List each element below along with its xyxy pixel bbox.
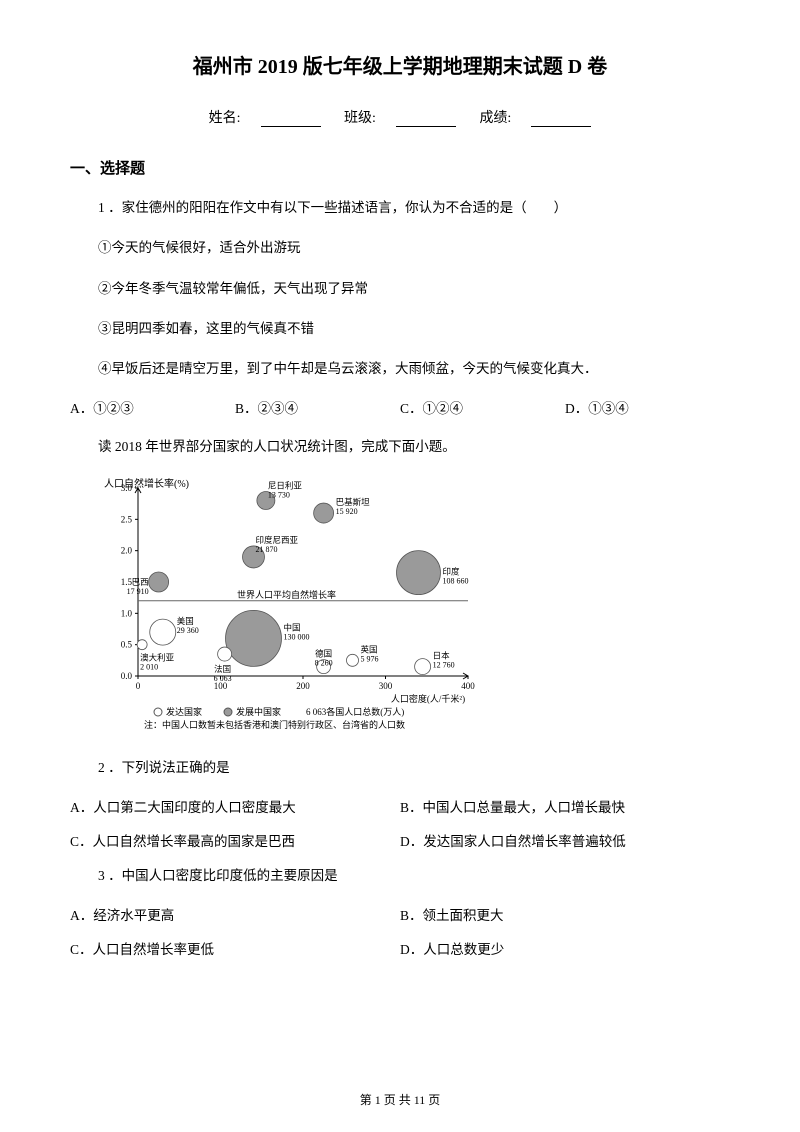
q3-optA: A．经济水平更高 xyxy=(70,904,400,924)
svg-text:130 000: 130 000 xyxy=(284,632,310,641)
q3-optC: C．人口自然增长率更低 xyxy=(70,938,400,958)
q2-optA: A．人口第二大国印度的人口密度最大 xyxy=(70,796,400,816)
population-chart: 人口自然增长率(%)0.00.51.01.52.02.53.0010020030… xyxy=(98,476,478,736)
page-title: 福州市 2019 版七年级上学期地理期末试题 D 卷 xyxy=(70,50,730,79)
name-label: 姓名: xyxy=(209,111,241,126)
svg-text:29 360: 29 360 xyxy=(177,626,199,635)
q1-optD: D．①③④ xyxy=(565,397,730,417)
q2-optD: D．发达国家人口自然增长率普遍较低 xyxy=(400,830,730,850)
svg-text:2.5: 2.5 xyxy=(121,514,133,524)
svg-text:108 660: 108 660 xyxy=(443,576,469,585)
svg-text:印度: 印度 xyxy=(443,566,461,576)
svg-text:澳大利亚: 澳大利亚 xyxy=(140,652,175,662)
svg-text:12 760: 12 760 xyxy=(433,660,455,669)
page-footer: 第 1 页 共 11 页 xyxy=(0,1091,800,1108)
svg-text:3.0: 3.0 xyxy=(121,483,133,493)
svg-text:世界人口平均自然增长率: 世界人口平均自然增长率 xyxy=(237,589,336,600)
q3-optD: D．人口总数更少 xyxy=(400,938,730,958)
q2-optC: C．人口自然增长率最高的国家是巴西 xyxy=(70,830,400,850)
svg-text:300: 300 xyxy=(379,681,393,691)
class-label: 班级: xyxy=(344,111,376,126)
student-info-row: 姓名: 班级: 成绩: xyxy=(70,107,730,127)
svg-text:巴西: 巴西 xyxy=(132,577,149,587)
svg-text:0.5: 0.5 xyxy=(121,639,133,649)
svg-text:法国: 法国 xyxy=(214,664,231,674)
svg-text:5 976: 5 976 xyxy=(361,654,379,663)
svg-text:人口密度(人/千米²): 人口密度(人/千米²) xyxy=(391,693,465,704)
chart-svg: 人口自然增长率(%)0.00.51.01.52.02.53.0010020030… xyxy=(98,476,478,736)
q2-options-row1: A．人口第二大国印度的人口密度最大 B．中国人口总量最大，人口增长最快 xyxy=(70,796,730,816)
q1-line3: ③昆明四季如春，这里的气候真不错 xyxy=(70,317,730,341)
q2-optB: B．中国人口总量最大，人口增长最快 xyxy=(400,796,730,816)
q2-stem: 2 ．下列说法正确的是 xyxy=(70,756,730,780)
svg-text:美国: 美国 xyxy=(177,616,194,626)
svg-text:发达国家: 发达国家 xyxy=(166,706,202,717)
q1-optA: A．①②③ xyxy=(70,397,235,417)
svg-text:注：中国人口数暂未包括香港和澳门特别行政区、台湾省的人口数: 注：中国人口数暂未包括香港和澳门特别行政区、台湾省的人口数 xyxy=(144,719,405,730)
svg-text:8 260: 8 260 xyxy=(315,658,333,667)
chart-intro: 读 2018 年世界部分国家的人口状况统计图，完成下面小题。 xyxy=(70,435,730,459)
svg-text:2 010: 2 010 xyxy=(140,662,158,671)
svg-text:日本: 日本 xyxy=(433,650,451,660)
name-blank xyxy=(261,113,321,127)
svg-text:1.0: 1.0 xyxy=(121,608,133,618)
svg-text:400: 400 xyxy=(461,681,475,691)
svg-text:2.0: 2.0 xyxy=(121,545,133,555)
svg-text:英国: 英国 xyxy=(361,644,378,654)
svg-text:200: 200 xyxy=(296,681,310,691)
svg-text:13 730: 13 730 xyxy=(268,490,290,499)
q1-stem: 1 ．家住德州的阳阳在作文中有以下一些描述语言，你认为不合适的是（ ） xyxy=(70,196,730,220)
svg-text:印度尼西亚: 印度尼西亚 xyxy=(256,535,299,545)
svg-text:德国: 德国 xyxy=(315,648,332,658)
svg-text:6 063各国人口总数(万人): 6 063各国人口总数(万人) xyxy=(306,706,404,717)
section-header: 一、选择题 xyxy=(70,157,730,178)
q1-optB: B．②③④ xyxy=(235,397,400,417)
svg-text:发展中国家: 发展中国家 xyxy=(236,706,281,717)
q3-options-row1: A．经济水平更高 B．领土面积更大 xyxy=(70,904,730,924)
svg-text:6 063: 6 063 xyxy=(214,674,232,683)
q1-line4: ④早饭后还是晴空万里，到了中午却是乌云滚滚，大雨倾盆，今天的气候变化真大． xyxy=(70,357,730,381)
svg-text:中国: 中国 xyxy=(284,622,301,632)
score-label: 成绩: xyxy=(479,111,511,126)
q3-options-row2: C．人口自然增长率更低 D．人口总数更少 xyxy=(70,938,730,958)
q3-stem: 3 ．中国人口密度比印度低的主要原因是 xyxy=(70,864,730,888)
svg-text:人口自然增长率(%): 人口自然增长率(%) xyxy=(104,477,189,490)
q3-optB: B．领土面积更大 xyxy=(400,904,730,924)
q1-optC: C．①②④ xyxy=(400,397,565,417)
q2-options-row2: C．人口自然增长率最高的国家是巴西 D．发达国家人口自然增长率普遍较低 xyxy=(70,830,730,850)
q1-options: A．①②③ B．②③④ C．①②④ D．①③④ xyxy=(70,397,730,417)
svg-text:0: 0 xyxy=(136,681,141,691)
class-blank xyxy=(396,113,456,127)
q1-line2: ②今年冬季气温较常年偏低，天气出现了异常 xyxy=(70,277,730,301)
svg-text:0.0: 0.0 xyxy=(121,671,133,681)
svg-text:巴基斯坦: 巴基斯坦 xyxy=(336,497,371,507)
score-blank xyxy=(531,113,591,127)
svg-text:尼日利亚: 尼日利亚 xyxy=(268,480,303,490)
q1-line1: ①今天的气候很好，适合外出游玩 xyxy=(70,236,730,260)
svg-text:17 910: 17 910 xyxy=(127,587,149,596)
svg-text:21 870: 21 870 xyxy=(256,545,278,554)
svg-text:15 920: 15 920 xyxy=(336,507,358,516)
